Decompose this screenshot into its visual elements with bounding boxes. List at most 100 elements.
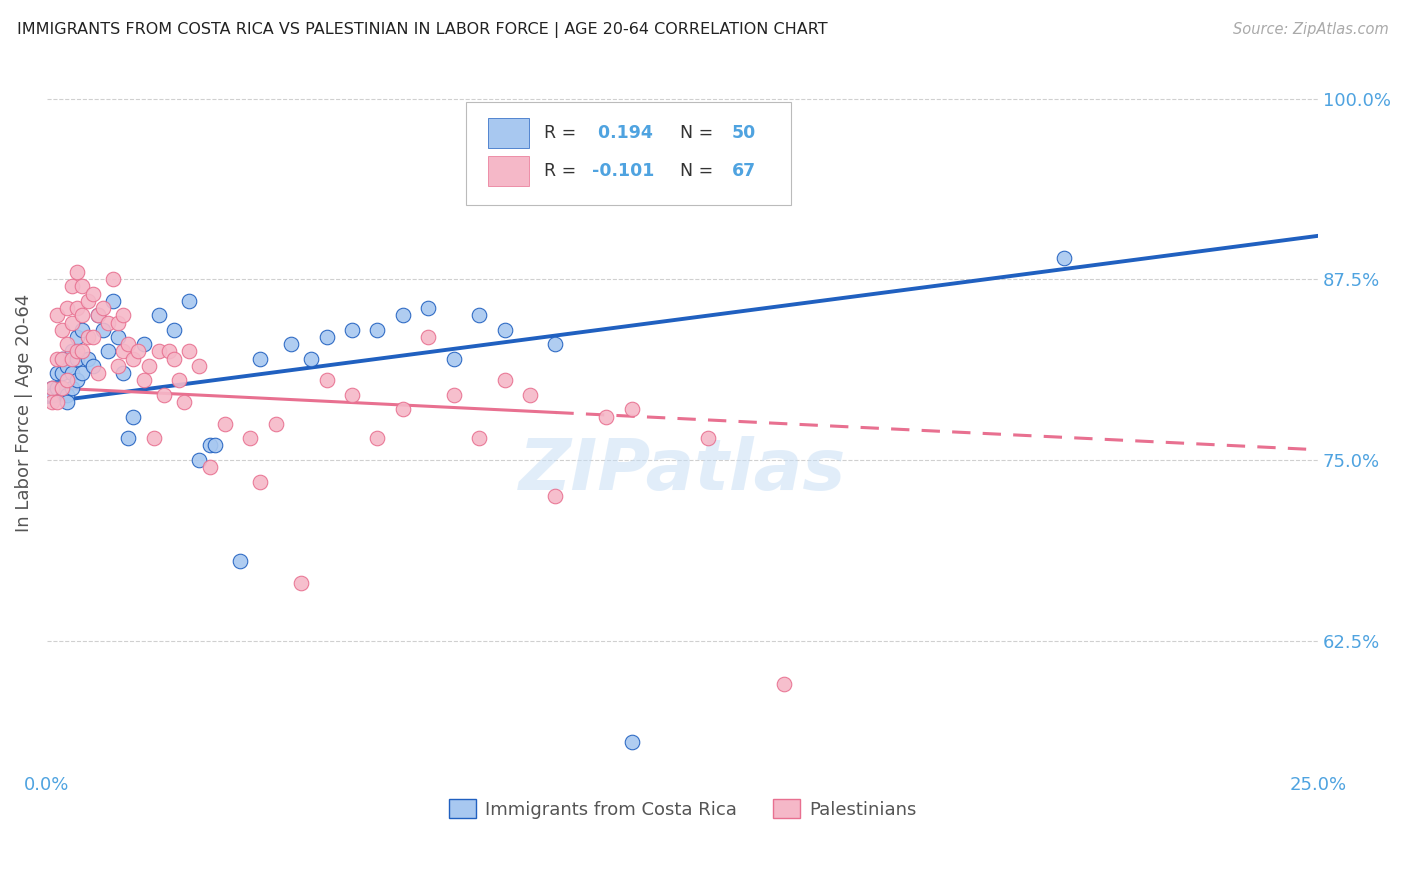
- Point: [544, 489, 567, 503]
- Text: 67: 67: [733, 162, 756, 180]
- Text: R =: R =: [544, 162, 582, 180]
- Point: [97, 316, 120, 330]
- Point: [66, 351, 89, 366]
- Point: [620, 735, 643, 749]
- Point: [97, 344, 120, 359]
- Point: [163, 323, 186, 337]
- Point: [148, 344, 170, 359]
- Point: [112, 366, 135, 380]
- Point: [51, 381, 73, 395]
- FancyBboxPatch shape: [467, 102, 790, 205]
- Point: [60, 366, 83, 380]
- Point: [264, 417, 287, 431]
- Point: [132, 337, 155, 351]
- Point: [249, 351, 271, 366]
- Point: [773, 677, 796, 691]
- Point: [153, 388, 176, 402]
- Point: [66, 301, 89, 315]
- Text: N =: N =: [668, 162, 718, 180]
- Text: ZIPatlas: ZIPatlas: [519, 435, 846, 505]
- Point: [188, 359, 211, 373]
- Point: [392, 309, 415, 323]
- Point: [87, 366, 110, 380]
- Point: [1053, 251, 1076, 265]
- Text: R =: R =: [544, 124, 582, 142]
- Point: [544, 337, 567, 351]
- Text: 50: 50: [733, 124, 756, 142]
- Point: [56, 359, 79, 373]
- Point: [66, 330, 89, 344]
- Point: [418, 301, 440, 315]
- Point: [76, 330, 98, 344]
- Point: [91, 323, 114, 337]
- Point: [46, 309, 69, 323]
- Point: [117, 337, 139, 351]
- Point: [60, 381, 83, 395]
- Point: [198, 460, 221, 475]
- FancyBboxPatch shape: [488, 156, 529, 186]
- Point: [101, 272, 124, 286]
- Point: [132, 373, 155, 387]
- Point: [51, 381, 73, 395]
- Text: IMMIGRANTS FROM COSTA RICA VS PALESTINIAN IN LABOR FORCE | AGE 20-64 CORRELATION: IMMIGRANTS FROM COSTA RICA VS PALESTINIA…: [17, 22, 828, 38]
- Point: [82, 330, 104, 344]
- Point: [72, 344, 94, 359]
- Point: [51, 351, 73, 366]
- Point: [60, 279, 83, 293]
- Point: [46, 351, 69, 366]
- Point: [41, 381, 63, 395]
- Point: [494, 323, 516, 337]
- Point: [91, 301, 114, 315]
- Point: [56, 301, 79, 315]
- Point: [138, 359, 160, 373]
- Point: [41, 395, 63, 409]
- Point: [697, 431, 720, 445]
- Point: [163, 351, 186, 366]
- Point: [519, 388, 541, 402]
- Point: [46, 366, 69, 380]
- Text: Source: ZipAtlas.com: Source: ZipAtlas.com: [1233, 22, 1389, 37]
- Text: 0.194: 0.194: [592, 124, 654, 142]
- Point: [198, 438, 221, 452]
- Point: [72, 323, 94, 337]
- Point: [46, 395, 69, 409]
- Point: [60, 316, 83, 330]
- Point: [299, 351, 322, 366]
- Point: [117, 431, 139, 445]
- Point: [157, 344, 180, 359]
- Point: [56, 388, 79, 402]
- Point: [51, 323, 73, 337]
- Point: [173, 395, 195, 409]
- Text: N =: N =: [668, 124, 718, 142]
- Point: [418, 330, 440, 344]
- Point: [51, 366, 73, 380]
- Point: [101, 293, 124, 308]
- Point: [41, 388, 63, 402]
- Point: [87, 309, 110, 323]
- Point: [392, 402, 415, 417]
- Point: [620, 402, 643, 417]
- Point: [468, 309, 491, 323]
- Point: [148, 309, 170, 323]
- Point: [51, 351, 73, 366]
- Point: [443, 388, 465, 402]
- Point: [72, 279, 94, 293]
- Point: [494, 373, 516, 387]
- Point: [315, 373, 337, 387]
- Point: [122, 409, 145, 424]
- Point: [72, 309, 94, 323]
- Point: [87, 309, 110, 323]
- Point: [66, 373, 89, 387]
- Point: [468, 431, 491, 445]
- Text: -0.101: -0.101: [592, 162, 655, 180]
- Point: [127, 344, 149, 359]
- Point: [366, 323, 388, 337]
- Point: [82, 359, 104, 373]
- Point: [41, 381, 63, 395]
- Point: [72, 366, 94, 380]
- Point: [56, 337, 79, 351]
- Point: [595, 409, 617, 424]
- Point: [46, 381, 69, 395]
- Point: [366, 431, 388, 445]
- Point: [443, 351, 465, 366]
